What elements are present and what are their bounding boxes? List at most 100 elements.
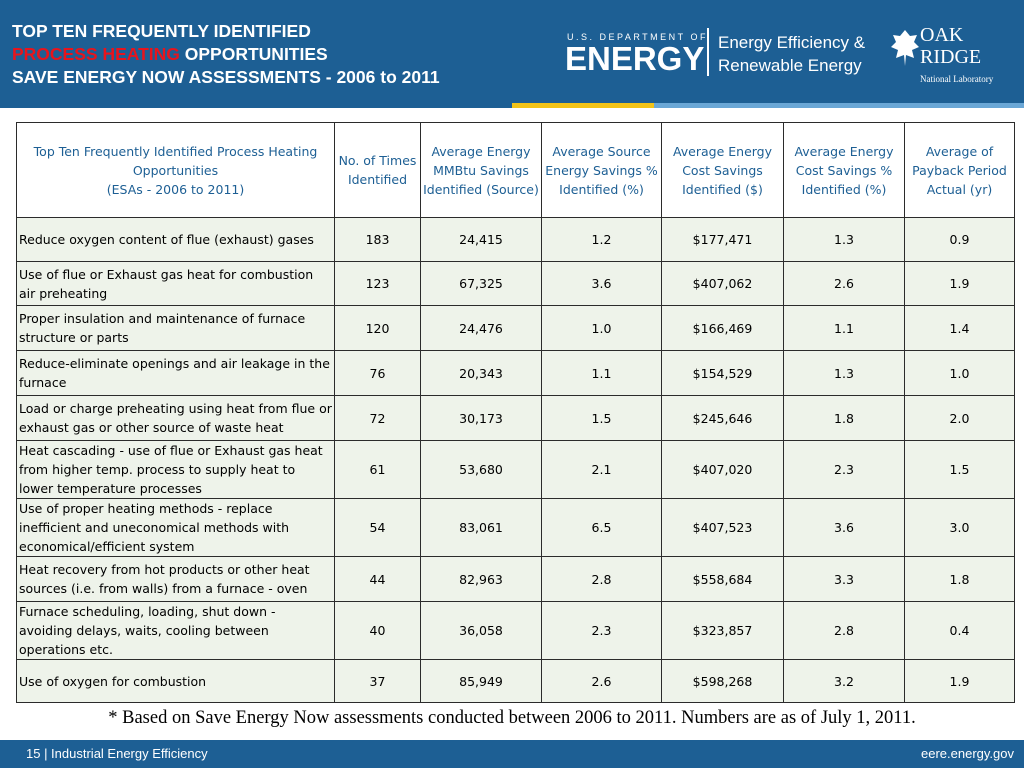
value-cell: 1.0 <box>541 305 662 351</box>
value-cell: $407,020 <box>661 440 784 499</box>
header-line: (ESAs - 2006 to 2011) <box>106 181 245 197</box>
value-cell: 3.6 <box>541 261 662 306</box>
title-highlight: PROCESS HEATING <box>12 44 180 64</box>
value-cell: 2.1 <box>541 440 662 499</box>
value-cell: 3.2 <box>783 659 905 703</box>
column-header: Average Source Energy Savings % Identifi… <box>541 122 662 218</box>
value-cell: $407,062 <box>661 261 784 306</box>
value-cell: 2.6 <box>783 261 905 306</box>
opportunity-cell: Reduce oxygen content of flue (exhaust) … <box>16 217 335 262</box>
value-cell: 3.3 <box>783 556 905 602</box>
value-cell: 37 <box>334 659 421 703</box>
value-cell: 2.3 <box>783 440 905 499</box>
table-row: Heat recovery from hot products or other… <box>16 556 1015 602</box>
value-cell: 1.5 <box>904 440 1015 499</box>
value-cell: 123 <box>334 261 421 306</box>
doe-label: U.S. DEPARTMENT OF <box>567 32 709 42</box>
value-cell: 2.0 <box>904 395 1015 441</box>
table-row: Proper insulation and maintenance of fur… <box>16 305 1015 351</box>
eere-logo: Energy Efficiency & Renewable Energy <box>718 31 865 77</box>
value-cell: 1.3 <box>783 217 905 262</box>
opportunity-cell: Heat cascading - use of flue or Exhaust … <box>16 440 335 499</box>
value-cell: 24,476 <box>420 305 542 351</box>
opportunity-cell: Proper insulation and maintenance of fur… <box>16 305 335 351</box>
value-cell: $598,268 <box>661 659 784 703</box>
value-cell: 24,415 <box>420 217 542 262</box>
value-cell: 1.3 <box>783 350 905 396</box>
header-line: Average of Payback Period Actual (yr) <box>912 143 1007 197</box>
value-cell: 3.0 <box>904 498 1015 557</box>
value-cell: 1.2 <box>541 217 662 262</box>
value-cell: 2.8 <box>541 556 662 602</box>
ornl-line: RIDGE <box>920 46 982 68</box>
ornl-line: OAK <box>920 24 964 46</box>
footer-bar: 15 | Industrial Energy Efficiency eere.e… <box>0 740 1024 768</box>
table-row: Use of oxygen for combustion 37 85,949 2.6 $… <box>16 659 1015 703</box>
value-cell: 83,061 <box>420 498 542 557</box>
value-cell: 53,680 <box>420 440 542 499</box>
value-cell: 1.1 <box>541 350 662 396</box>
table-row: Use of flue or Exhaust gas heat for comb… <box>16 261 1015 306</box>
value-cell: $166,469 <box>661 305 784 351</box>
value-cell: 20,343 <box>420 350 542 396</box>
table-row: Heat cascading - use of flue or Exhaust … <box>16 440 1015 499</box>
value-cell: 2.3 <box>541 601 662 660</box>
column-header: Average Energy Cost Savings Identified (… <box>661 122 784 218</box>
table-row: Reduce oxygen content of flue (exhaust) … <box>16 217 1015 262</box>
value-cell: 1.9 <box>904 659 1015 703</box>
column-header: Average of Payback Period Actual (yr) <box>904 122 1015 218</box>
opportunity-cell: Use of oxygen for combustion <box>16 659 335 703</box>
table-row: Furnace scheduling, loading, shut down -… <box>16 601 1015 660</box>
footer-right: eere.energy.gov <box>921 746 1014 761</box>
value-cell: 72 <box>334 395 421 441</box>
stripe <box>0 103 512 108</box>
value-cell: $407,523 <box>661 498 784 557</box>
value-cell: 1.1 <box>783 305 905 351</box>
value-cell: 1.8 <box>783 395 905 441</box>
oak-leaf-icon <box>891 30 919 66</box>
title-text: OPPORTUNITIES <box>184 44 328 64</box>
header-line: Average Energy Cost Savings % Identified… <box>794 143 894 197</box>
value-cell: 1.9 <box>904 261 1015 306</box>
header-line: Average Energy MMBtu Savings Identified … <box>423 143 539 197</box>
stripe <box>512 103 654 108</box>
eere-line: Energy Efficiency & <box>718 33 866 52</box>
doe-logo: ENERGY <box>565 40 705 77</box>
column-header: Average Energy MMBtu Savings Identified … <box>420 122 542 218</box>
value-cell: 2.6 <box>541 659 662 703</box>
value-cell: 82,963 <box>420 556 542 602</box>
table-row: Use of proper heating methods - replace … <box>16 498 1015 557</box>
value-cell: 2.8 <box>783 601 905 660</box>
stripe <box>654 103 1024 108</box>
table-row: Load or charge preheating using heat fro… <box>16 395 1015 441</box>
ornl-logo: OAK RIDGE National Laboratory <box>920 24 993 90</box>
opportunity-cell: Reduce-eliminate openings and air leakag… <box>16 350 335 396</box>
value-cell: 6.5 <box>541 498 662 557</box>
title-line: TOP TEN FREQUENTLY IDENTIFIED <box>12 21 311 41</box>
value-cell: 3.6 <box>783 498 905 557</box>
header-line: Average Source Energy Savings % Identifi… <box>545 143 658 197</box>
value-cell: $558,684 <box>661 556 784 602</box>
table-row: Reduce-eliminate openings and air leakag… <box>16 350 1015 396</box>
footer-left: 15 | Industrial Energy Efficiency <box>26 746 208 761</box>
footnote: * Based on Save Energy Now assessments c… <box>108 708 916 728</box>
value-cell: 76 <box>334 350 421 396</box>
value-cell: 1.8 <box>904 556 1015 602</box>
value-cell: 85,949 <box>420 659 542 703</box>
value-cell: 36,058 <box>420 601 542 660</box>
header-line: Average Energy Cost Savings Identified (… <box>672 143 773 197</box>
title-line: PROCESS HEATING OPPORTUNITIES <box>12 43 440 66</box>
value-cell: $245,646 <box>661 395 784 441</box>
value-cell: $177,471 <box>661 217 784 262</box>
column-header: No. of Times Identified <box>334 122 421 218</box>
header-bar <box>0 0 1024 103</box>
header-line: No. of Times Identified <box>338 153 417 187</box>
column-header: Average Energy Cost Savings % Identified… <box>783 122 905 218</box>
title-line: SAVE ENERGY NOW ASSESSMENTS - 2006 to 20… <box>12 67 440 87</box>
value-cell: 1.0 <box>904 350 1015 396</box>
opportunity-cell: Heat recovery from hot products or other… <box>16 556 335 602</box>
opportunity-cell: Load or charge preheating using heat fro… <box>16 395 335 441</box>
value-cell: 44 <box>334 556 421 602</box>
data-table: Top Ten Frequently Identified Process He… <box>16 122 1015 703</box>
